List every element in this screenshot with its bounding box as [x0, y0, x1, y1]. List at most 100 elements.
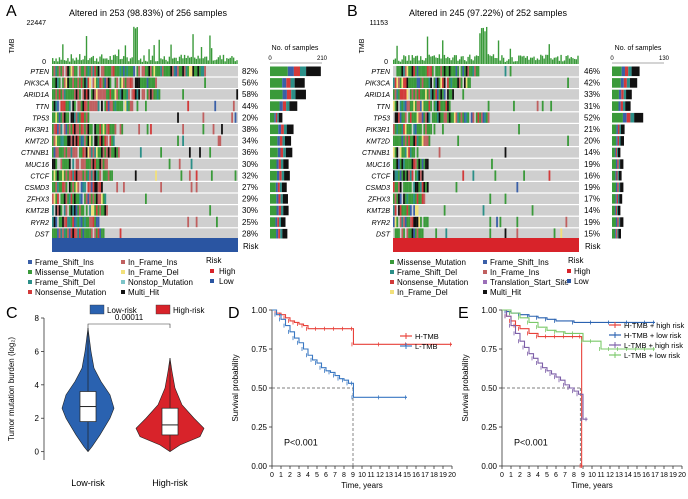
mutation-cell: [150, 66, 152, 77]
mutation-cell: [80, 66, 83, 77]
mutation-cell: [106, 158, 108, 170]
mutation-cell: [75, 89, 78, 100]
mutation-cell: [72, 193, 75, 204]
gene-percent: 20%: [584, 137, 600, 146]
mutation-cell: [95, 135, 98, 146]
box: [161, 407, 179, 436]
mutation-cell: [65, 228, 68, 239]
mutation-cell: [65, 112, 68, 123]
mutation-cell: [101, 135, 103, 146]
mutation-cell: [399, 193, 402, 204]
mutation-cell: [393, 135, 395, 146]
mutation-cell: [101, 89, 103, 100]
panel-a-risk-high: High: [219, 267, 235, 276]
tmb-bar: [117, 49, 120, 64]
mutation-cell: [87, 216, 90, 228]
mutation-cell: [72, 147, 75, 158]
mutation-cell: [425, 124, 427, 135]
tmb-bar: [565, 56, 567, 64]
tmb-bar: [423, 60, 425, 64]
tmb-bar: [551, 59, 554, 64]
mutation-cell: [168, 66, 171, 77]
mutation-cell: [80, 124, 83, 135]
tmb-bar: [399, 61, 402, 64]
panel-a-tmb-min: 0: [42, 59, 46, 66]
gene-percent: 42%: [584, 79, 600, 88]
mutation-cell: [89, 77, 91, 88]
mutation-cell: [82, 77, 85, 88]
mutation-cell: [121, 77, 124, 88]
x-tick-label: 4: [306, 472, 310, 479]
tmb-bar: [394, 58, 397, 64]
oncoplot-row-bg: [52, 228, 238, 239]
mutation-cell: [411, 89, 414, 100]
mutation-cell: [106, 170, 108, 181]
mutation-cell: [426, 182, 429, 193]
mutation-cell: [394, 182, 397, 193]
gene-percent: 82%: [242, 67, 258, 76]
mutation-cell: [433, 100, 436, 112]
mutation-cell: [416, 170, 419, 181]
mutation-cell: [90, 89, 93, 100]
side-bar-segment: [270, 170, 277, 181]
mutation-cell: [92, 193, 95, 204]
mutation-cell: [393, 124, 395, 135]
mutation-cell: [53, 89, 56, 100]
legend-label: Frame_Shift_Ins: [35, 258, 94, 267]
mutation-cell: [65, 147, 68, 158]
mutation-cell: [445, 112, 448, 123]
mutation-cell: [202, 66, 205, 77]
mutation-cell: [409, 77, 412, 88]
mutation-cell: [62, 66, 64, 77]
mutation-cell: [60, 66, 63, 77]
mutation-cell: [109, 124, 112, 135]
mutation-cell: [90, 135, 93, 146]
tmb-bar: [217, 57, 220, 64]
tmb-bar: [177, 61, 179, 64]
mutation-cell: [67, 66, 70, 77]
mutation-cell: [62, 158, 64, 170]
mutation-cell: [89, 124, 91, 135]
mutation-cell: [151, 89, 154, 100]
side-bar-segment: [276, 170, 280, 181]
mutation-cell: [418, 100, 421, 112]
tmb-bar: [161, 59, 164, 64]
mutation-cell: [84, 193, 86, 204]
side-bar-segment: [615, 159, 618, 169]
mutation-cell: [418, 135, 421, 146]
mutation-cell: [158, 66, 161, 77]
tmb-bar: [207, 60, 209, 64]
tmb-bar: [486, 26, 488, 64]
mutation-cell: [92, 66, 95, 77]
legend-label: Missense_Mutation: [35, 268, 104, 277]
mutation-cell: [155, 170, 157, 181]
panel-a-side-bars: [270, 66, 321, 239]
mutation-cell: [87, 182, 90, 193]
mutation-cell: [107, 89, 110, 100]
legend-label: In_Frame_Del: [128, 268, 179, 277]
gene-label-ctnnb1: CTNNB1: [362, 150, 390, 157]
mutation-cell: [79, 77, 81, 88]
mutation-cell: [438, 112, 441, 123]
mutation-cell: [414, 89, 417, 100]
mutation-cell: [82, 135, 85, 146]
mutation-cell: [95, 89, 98, 100]
mutation-cell: [89, 216, 91, 228]
mutation-cell: [438, 66, 441, 77]
mutation-cell: [112, 89, 115, 100]
x-tick-label: 6: [554, 472, 558, 479]
mutation-cell: [134, 89, 137, 100]
tmb-bar: [442, 40, 444, 64]
mutation-cell: [396, 216, 399, 228]
oncoplot-row-bg: [393, 216, 579, 228]
mutation-cell: [516, 216, 519, 228]
side-bar-segment: [270, 112, 275, 123]
legend-label: In_Frame_Ins: [128, 258, 177, 267]
mutation-cell: [409, 182, 412, 193]
legend-label: High-risk: [173, 306, 206, 315]
side-bar-segment: [630, 112, 635, 123]
mutation-cell: [200, 66, 203, 77]
mutation-cell: [119, 89, 122, 100]
tmb-bar: [450, 60, 452, 64]
tmb-bar: [560, 54, 562, 64]
